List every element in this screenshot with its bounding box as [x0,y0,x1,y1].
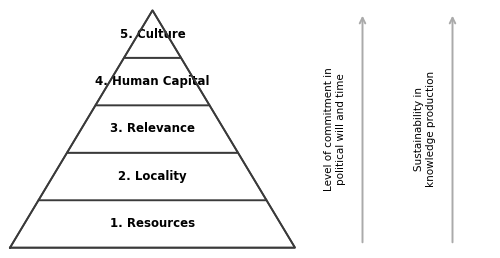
Polygon shape [96,58,210,105]
Text: 1. Resources: 1. Resources [110,217,195,230]
Polygon shape [38,153,266,200]
Text: 4. Human Capital: 4. Human Capital [95,75,210,88]
Text: Level of commitment in
political will and time: Level of commitment in political will an… [324,67,346,191]
Polygon shape [67,105,238,153]
Polygon shape [124,10,181,58]
Text: 5. Culture: 5. Culture [120,28,186,41]
Text: 2. Locality: 2. Locality [118,170,187,183]
Text: Sustainability in
knowledge production: Sustainability in knowledge production [414,71,436,187]
Text: 3. Relevance: 3. Relevance [110,123,195,135]
Polygon shape [10,200,295,248]
